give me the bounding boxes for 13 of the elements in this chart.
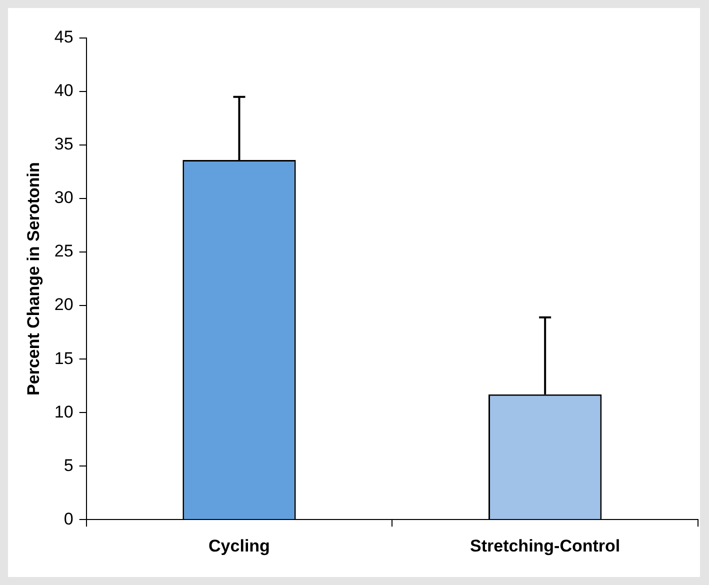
y-tick-label: 45	[54, 28, 74, 47]
y-tick-label: 10	[54, 402, 74, 422]
y-tick-label: 5	[64, 456, 74, 475]
x-tick-label: Stretching-Control	[470, 536, 620, 556]
y-tick-label: 25	[54, 242, 74, 261]
y-tick-label: 35	[54, 134, 74, 154]
y-tick-label: 30	[54, 188, 74, 208]
y-tick-label: 15	[54, 348, 74, 368]
x-tick-label: Cycling	[208, 536, 270, 556]
y-tick-label: 20	[54, 295, 74, 314]
y-tick-label: 0	[64, 509, 74, 528]
y-axis-title: Percent Change in Serotonin	[24, 162, 43, 396]
y-tick-label: 40	[54, 81, 74, 100]
